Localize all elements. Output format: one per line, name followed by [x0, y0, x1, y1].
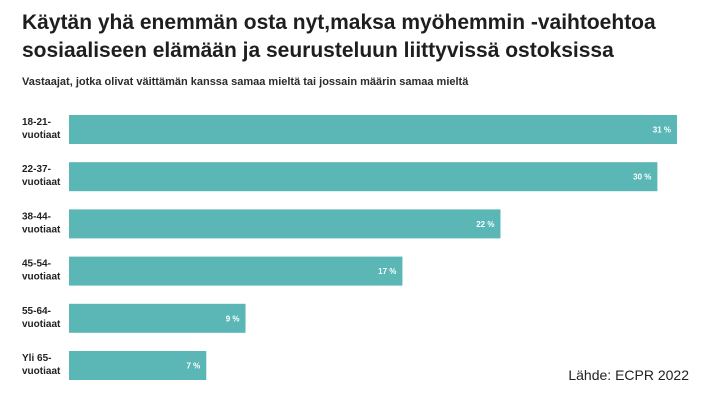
bar-2 [69, 209, 501, 239]
bar-1 [69, 162, 658, 192]
bar-5 [69, 351, 207, 380]
bar-3 [69, 256, 403, 286]
bar-4 [69, 303, 246, 333]
category-label-0: 18-21-vuotiaat [22, 117, 61, 141]
category-label-3: 45-54-vuotiaat [22, 259, 61, 283]
bar-value-label-2: 22 % [476, 220, 494, 229]
source-note: Lähde: ECPR 2022 [568, 367, 689, 383]
chart-title: Käytän yhä enemmän osta nyt,maksa myöhem… [22, 11, 656, 62]
bar-value-label-1: 30 % [633, 173, 651, 182]
bar-value-label-4: 9 % [226, 314, 240, 323]
bar-value-label-0: 31 % [653, 126, 671, 135]
bar-value-label-5: 7 % [186, 362, 200, 371]
category-label-5: Yli 65-vuotiaat [22, 353, 61, 377]
bar-value-label-3: 17 % [378, 267, 396, 276]
category-label-1: 22-37-vuotiaat [22, 164, 61, 188]
bars-group: 31 % 18-21-vuotiaat 30 % 22-37-vuotiaat 22 %… [22, 115, 677, 380]
category-label-4: 55-64-vuotiaat [22, 306, 61, 330]
category-label-2: 38-44-vuotiaat [22, 211, 61, 235]
chart-subtitle: Vastaajat, jotka olivat väittämän kanssa… [22, 76, 469, 88]
bar-0 [69, 115, 677, 144]
